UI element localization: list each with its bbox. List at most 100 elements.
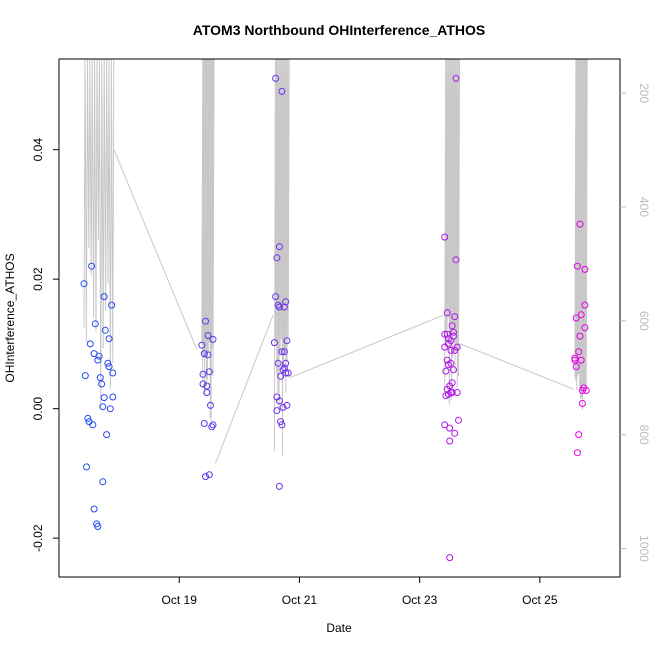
altitude-connector-line [113, 149, 574, 464]
data-point [101, 326, 109, 334]
data-point [280, 303, 288, 311]
data-point [91, 320, 99, 328]
data-point [205, 368, 213, 376]
data-point [204, 351, 212, 359]
data-point [282, 298, 290, 306]
data-point [277, 372, 285, 380]
data-point [572, 363, 580, 371]
x-tick-label: Oct 21 [282, 593, 318, 607]
data-point [450, 328, 457, 336]
points-layer [80, 74, 590, 562]
data-point [448, 322, 456, 330]
data-point [576, 332, 584, 340]
data-point [442, 367, 450, 375]
data-point [453, 343, 461, 351]
data-point [455, 416, 462, 424]
right-y-tick-label: 600 [637, 311, 650, 331]
data-point [84, 414, 92, 422]
data-point [573, 262, 581, 270]
data-point [80, 280, 88, 288]
y-tick-label: 0.04 [31, 138, 45, 162]
data-point [106, 405, 114, 413]
x-axis-label: Date [326, 621, 352, 635]
data-point [100, 394, 108, 402]
data-point [81, 372, 89, 380]
data-point [581, 324, 589, 332]
data-point [448, 379, 456, 387]
data-point [198, 341, 206, 349]
right-y-tick-label: 1000 [637, 535, 650, 562]
data-point [275, 243, 283, 251]
data-point [280, 348, 288, 356]
data-point [270, 339, 278, 347]
data-point [277, 418, 285, 426]
data-point [109, 369, 117, 377]
data-point [581, 265, 589, 273]
data-point [90, 505, 98, 513]
data-point [573, 449, 581, 457]
data-point [441, 233, 449, 241]
data-point [94, 356, 102, 364]
data-point [452, 74, 460, 82]
data-point [209, 335, 217, 343]
data-point [202, 317, 209, 325]
data-point [207, 401, 214, 409]
data-point [200, 350, 208, 358]
data-point [282, 369, 290, 377]
right-y-tick-label: 200 [637, 83, 650, 103]
data-point [572, 314, 580, 322]
data-point [284, 369, 292, 377]
data-point [451, 313, 459, 321]
right-y-tick-label: 800 [637, 425, 650, 445]
data-point [273, 254, 281, 262]
data-point [282, 359, 290, 367]
data-point [450, 366, 457, 374]
plot-frame [58, 58, 621, 578]
data-point [280, 364, 288, 372]
data-point [441, 330, 449, 338]
data-point [451, 429, 459, 437]
data-point [96, 374, 104, 382]
y-tick-label: -0.02 [31, 524, 45, 552]
data-point [453, 389, 461, 396]
data-point [275, 303, 283, 311]
y-axis: -0.02 0.00 0.02 0.04 [31, 138, 59, 552]
y-tick-label: 0.02 [31, 267, 45, 291]
chart-title: ATOM3 Northbound OHInterference_ATHOS [193, 22, 485, 38]
altitude-profile-segment [83, 58, 115, 410]
data-point [575, 348, 583, 356]
data-point [199, 370, 207, 378]
data-point [100, 293, 108, 301]
data-point [581, 301, 589, 309]
altitude-profile-segment [273, 58, 290, 456]
data-point [83, 463, 90, 471]
data-point [200, 420, 208, 427]
data-point [582, 387, 590, 394]
data-point [278, 87, 286, 95]
data-point [575, 431, 583, 439]
data-point [205, 471, 213, 479]
x-axis: Oct 19 Oct 21 Oct 23 Oct 25 [162, 577, 558, 607]
data-point [576, 220, 584, 228]
data-point [446, 554, 454, 562]
data-point [446, 424, 454, 432]
data-point [448, 389, 456, 396]
data-point [275, 482, 283, 490]
data-point [86, 340, 94, 348]
data-point [199, 380, 207, 388]
data-point [108, 301, 116, 309]
data-point [279, 403, 287, 411]
data-point [202, 473, 209, 481]
data-point [443, 309, 451, 317]
x-tick-label: Oct 19 [162, 593, 198, 607]
data-point [94, 523, 102, 530]
data-point [278, 421, 286, 429]
y-axis-right: 200 400 600 800 1000 [620, 83, 650, 562]
data-point [275, 397, 283, 405]
data-point [450, 332, 457, 340]
data-point [446, 437, 454, 445]
data-point [274, 359, 282, 367]
data-point [109, 393, 117, 401]
y-tick-label: 0.00 [31, 397, 45, 421]
right-y-tick-label: 400 [637, 197, 650, 217]
